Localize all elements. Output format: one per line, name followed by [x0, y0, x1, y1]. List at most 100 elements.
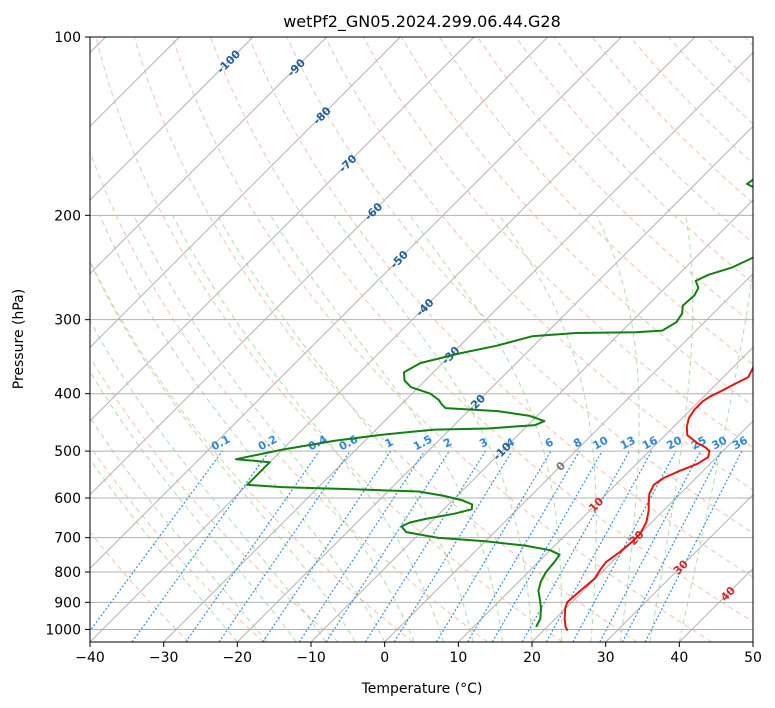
moist-adiabat — [90, 319, 327, 642]
moist-adiabat — [90, 416, 268, 642]
isotherm-label: -80 — [311, 104, 334, 127]
mixing-ratio-label: 1.5 — [411, 433, 434, 454]
x-tick-label: −20 — [223, 650, 253, 666]
dry-adiabat — [90, 150, 488, 642]
x-tick-label: 40 — [670, 650, 688, 666]
isotherm-line — [90, 37, 327, 275]
mixing-ratio-label: 8 — [571, 435, 584, 450]
mixing-ratio-line — [262, 450, 392, 642]
dry-adiabat — [90, 445, 264, 642]
dry-adiabat — [668, 37, 753, 125]
axis-ticks: −40 −30 −20 −10 0 10 20 30 40 5010020030040050060… — [45, 30, 762, 666]
x-tick-label: −10 — [296, 650, 326, 666]
moist-adiabat — [270, 215, 503, 642]
mixing-ratio-line — [298, 450, 425, 642]
mixing-ratio-line — [521, 450, 630, 642]
mixing-ratio-label: 0.1 — [209, 433, 232, 454]
mixing-ratio-line — [218, 450, 351, 642]
x-tick-label: −30 — [149, 650, 179, 666]
mixing-ratio-label: 1 — [383, 435, 396, 450]
mixing-ratio-label: 13 — [618, 434, 638, 453]
isotherm-line — [90, 37, 622, 569]
mixing-ratio-label: 6 — [543, 435, 556, 450]
isotherm-line — [90, 37, 696, 642]
x-tick-label: 20 — [523, 650, 541, 666]
dry-adiabat — [133, 37, 638, 642]
y-tick-label: 200 — [54, 208, 81, 224]
mixing-ratio-line — [393, 450, 513, 642]
profile-series — [235, 178, 753, 632]
mixing-ratio-label: 30 — [710, 434, 730, 453]
moist-adiabat — [172, 215, 445, 642]
y-tick-label: 400 — [54, 387, 81, 403]
x-tick-label: 30 — [597, 650, 615, 666]
mixing-ratio-line — [185, 450, 320, 642]
dry-adiabat — [744, 37, 753, 47]
isotherm-label: -50 — [388, 248, 411, 271]
isotherm-line — [237, 125, 753, 642]
moist-adiabat — [133, 215, 415, 642]
temperature-line — [563, 363, 753, 632]
mixing-ratio-label: 3 — [477, 435, 490, 450]
isotherm-line — [458, 346, 753, 642]
dry-adiabat — [706, 37, 753, 86]
dry-adiabat — [90, 259, 414, 642]
y-axis-label: Pressure (hPa) — [11, 289, 27, 389]
isotherm-line — [679, 567, 753, 642]
isotherm-line — [752, 641, 753, 642]
moist-adiabat — [499, 215, 597, 642]
moist-adiabat — [649, 215, 694, 642]
mixing-ratio-line — [435, 450, 552, 642]
dry-adiabat — [515, 37, 753, 284]
isotherm-line — [310, 199, 753, 642]
y-tick-label: 100 — [54, 30, 81, 46]
mixing-ratio-line — [325, 450, 450, 642]
mixing-ratio-label: 16 — [640, 434, 660, 453]
isotherm-line — [531, 420, 753, 642]
mixing-ratio-label: 36 — [730, 434, 750, 453]
y-tick-label: 700 — [54, 531, 81, 547]
plot-frame — [89, 36, 754, 643]
dry-adiabat — [248, 37, 753, 578]
moist-adiabat — [99, 215, 386, 642]
dry-adiabat — [90, 531, 190, 642]
mixing-ratio-label: 20 — [664, 434, 684, 453]
y-tick-label: 600 — [54, 491, 81, 507]
x-tick-label: 0 — [380, 650, 389, 666]
mixing-ratio-line — [364, 450, 486, 642]
isotherm-label: 30 — [671, 557, 691, 577]
isotherm-line — [163, 52, 753, 642]
dry-adiabat — [400, 37, 753, 407]
moist-adiabat — [409, 215, 563, 642]
isotherm-label: -70 — [336, 152, 359, 175]
moist-adiabat — [596, 215, 640, 642]
isotherm-line — [90, 37, 548, 496]
isotherm-label: -90 — [285, 56, 308, 79]
isotherm-label: 0 — [554, 459, 569, 474]
moist-adiabat — [90, 370, 297, 642]
mixing-ratio-label: 0.6 — [337, 433, 361, 454]
moist-adiabat — [90, 458, 238, 642]
isotherm-line — [605, 494, 753, 642]
isotherm-line — [90, 37, 254, 201]
x-tick-label: 50 — [744, 650, 762, 666]
mixing-ratio-line — [572, 450, 677, 642]
mixing-ratio-line — [491, 450, 603, 642]
mixing-ratio-label: 10 — [591, 434, 611, 453]
y-tick-label: 900 — [54, 595, 81, 611]
moist-adiabat — [333, 215, 533, 642]
isotherm-label: -40 — [413, 296, 436, 319]
isotherm-line — [90, 37, 475, 422]
isotherm-line — [90, 37, 401, 348]
moist-adiabat — [678, 265, 753, 642]
dry-adiabat — [171, 37, 712, 642]
isotherm-line — [384, 273, 753, 642]
dewpoint-line — [235, 178, 753, 628]
dry-adiabat — [210, 37, 753, 623]
background-lines — [90, 37, 753, 642]
dry-adiabat — [90, 356, 339, 642]
x-tick-label: −40 — [75, 650, 105, 666]
y-tick-label: 300 — [54, 313, 81, 329]
x-axis-label: Temperature (°C) — [361, 681, 483, 697]
